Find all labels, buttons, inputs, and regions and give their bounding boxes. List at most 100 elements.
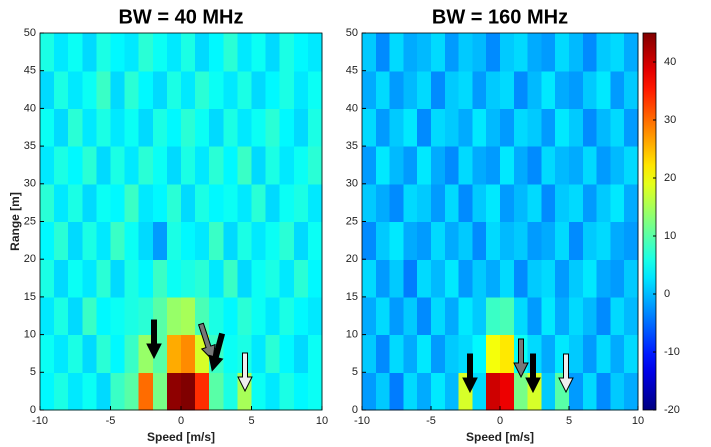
heatmap-cell (389, 146, 404, 185)
heatmap-cell (624, 146, 639, 185)
heatmap-cell (40, 296, 55, 336)
heatmap-cell (152, 221, 168, 260)
heatmap-cell (472, 259, 487, 298)
heatmap-cell (251, 372, 267, 411)
colorbar-tick-label: 20 (664, 172, 676, 184)
heatmap (362, 33, 639, 411)
heatmap-cell (40, 33, 55, 72)
heatmap-cell (82, 70, 97, 109)
heatmap-cell (54, 372, 69, 411)
heatmap-cell (124, 334, 140, 373)
heatmap-cell (110, 108, 126, 147)
y-tick-label: 10 (24, 329, 36, 341)
heatmap-cell (624, 334, 639, 373)
x-tick-label: 10 (316, 415, 328, 427)
heatmap-cell (500, 334, 515, 373)
heatmap-cell (96, 108, 112, 147)
heatmap-cell (82, 334, 97, 373)
heatmap-cell (279, 108, 295, 147)
heatmap-cell (389, 372, 404, 411)
colorbar-tick-label: -10 (664, 346, 680, 358)
heatmap-cell (68, 183, 83, 223)
heatmap-cell (555, 33, 570, 72)
heatmap-cell (138, 183, 154, 223)
y-tick-label: 30 (346, 178, 358, 190)
heatmap-cell (54, 33, 69, 72)
heatmap-cell (486, 33, 501, 72)
heatmap-cell (223, 259, 238, 298)
heatmap-cell (362, 183, 377, 223)
heatmap-cell (293, 372, 309, 411)
heatmap-cell (223, 146, 238, 185)
heatmap-cell (110, 33, 126, 72)
heatmap-cell (265, 296, 281, 336)
heatmap-cell (624, 296, 639, 336)
heatmap-cell (265, 183, 281, 223)
heatmap-cell (40, 108, 55, 147)
heatmap-cell (444, 259, 460, 298)
x-tick-label: -10 (32, 415, 48, 427)
heatmap-cell (54, 221, 69, 260)
y-tick-label: 50 (346, 27, 358, 39)
x-tick-label: 5 (566, 415, 572, 427)
heatmap-cell (209, 146, 224, 185)
heatmap-cell (209, 70, 224, 109)
heatmap-cell (68, 33, 83, 72)
heatmap-cell (569, 334, 584, 373)
heatmap-cell (486, 221, 501, 260)
x-tick-label: 0 (497, 415, 503, 427)
colorbar (642, 32, 657, 411)
heatmap-cell (527, 221, 542, 260)
heatmap-cell (279, 33, 295, 72)
heatmap-cell (54, 259, 69, 298)
heatmap-cell (138, 296, 154, 336)
heatmap-cell (389, 33, 404, 72)
heatmap-cell (223, 108, 238, 147)
heatmap-cell (138, 33, 154, 72)
heatmap-cell (96, 372, 112, 411)
heatmap-cell (40, 372, 55, 411)
y-tick-label: 20 (346, 253, 358, 265)
heatmap-cell (293, 334, 309, 373)
heatmap-cell (279, 183, 295, 223)
heatmap-cell (307, 70, 323, 109)
heatmap-cell (444, 334, 460, 373)
heatmap-cell (251, 334, 267, 373)
heatmap-cell (54, 183, 69, 223)
heatmap-cell (362, 70, 377, 109)
heatmap-cell (596, 296, 611, 336)
heatmap-cell (541, 183, 556, 223)
x-tick-label: 10 (632, 415, 644, 427)
heatmap-cell (596, 183, 611, 223)
heatmap-cell (624, 33, 639, 72)
heatmap-cell (375, 372, 391, 411)
heatmap-cell (152, 183, 168, 223)
heatmap-cell (417, 334, 432, 373)
heatmap-cell (527, 108, 542, 147)
heatmap-cell (279, 334, 295, 373)
heatmap-cell (293, 108, 309, 147)
heatmap-cell (610, 221, 625, 260)
heatmap-cell (458, 33, 473, 72)
heatmap-cell (166, 334, 182, 373)
heatmap-cell (166, 372, 182, 411)
heatmap-cell (223, 183, 238, 223)
heatmap-cell (555, 259, 570, 298)
heatmap-cell (375, 259, 391, 298)
heatmap-cell (166, 70, 182, 109)
heatmap-cell (265, 259, 281, 298)
heatmap-cell (223, 33, 238, 72)
x-tick-label: -5 (106, 415, 116, 427)
heatmap-cell (610, 259, 625, 298)
heatmap-cell (251, 296, 267, 336)
heatmap-cell (96, 221, 112, 260)
heatmap-cell (40, 183, 55, 223)
heatmap-cell (513, 183, 529, 223)
heatmap-cell (527, 183, 542, 223)
heatmap-cell (279, 296, 295, 336)
heatmap-cell (54, 70, 69, 109)
heatmap-cell (472, 334, 487, 373)
heatmap-cell (596, 372, 611, 411)
heatmap-cell (513, 296, 529, 336)
heatmap-cell (138, 221, 154, 260)
